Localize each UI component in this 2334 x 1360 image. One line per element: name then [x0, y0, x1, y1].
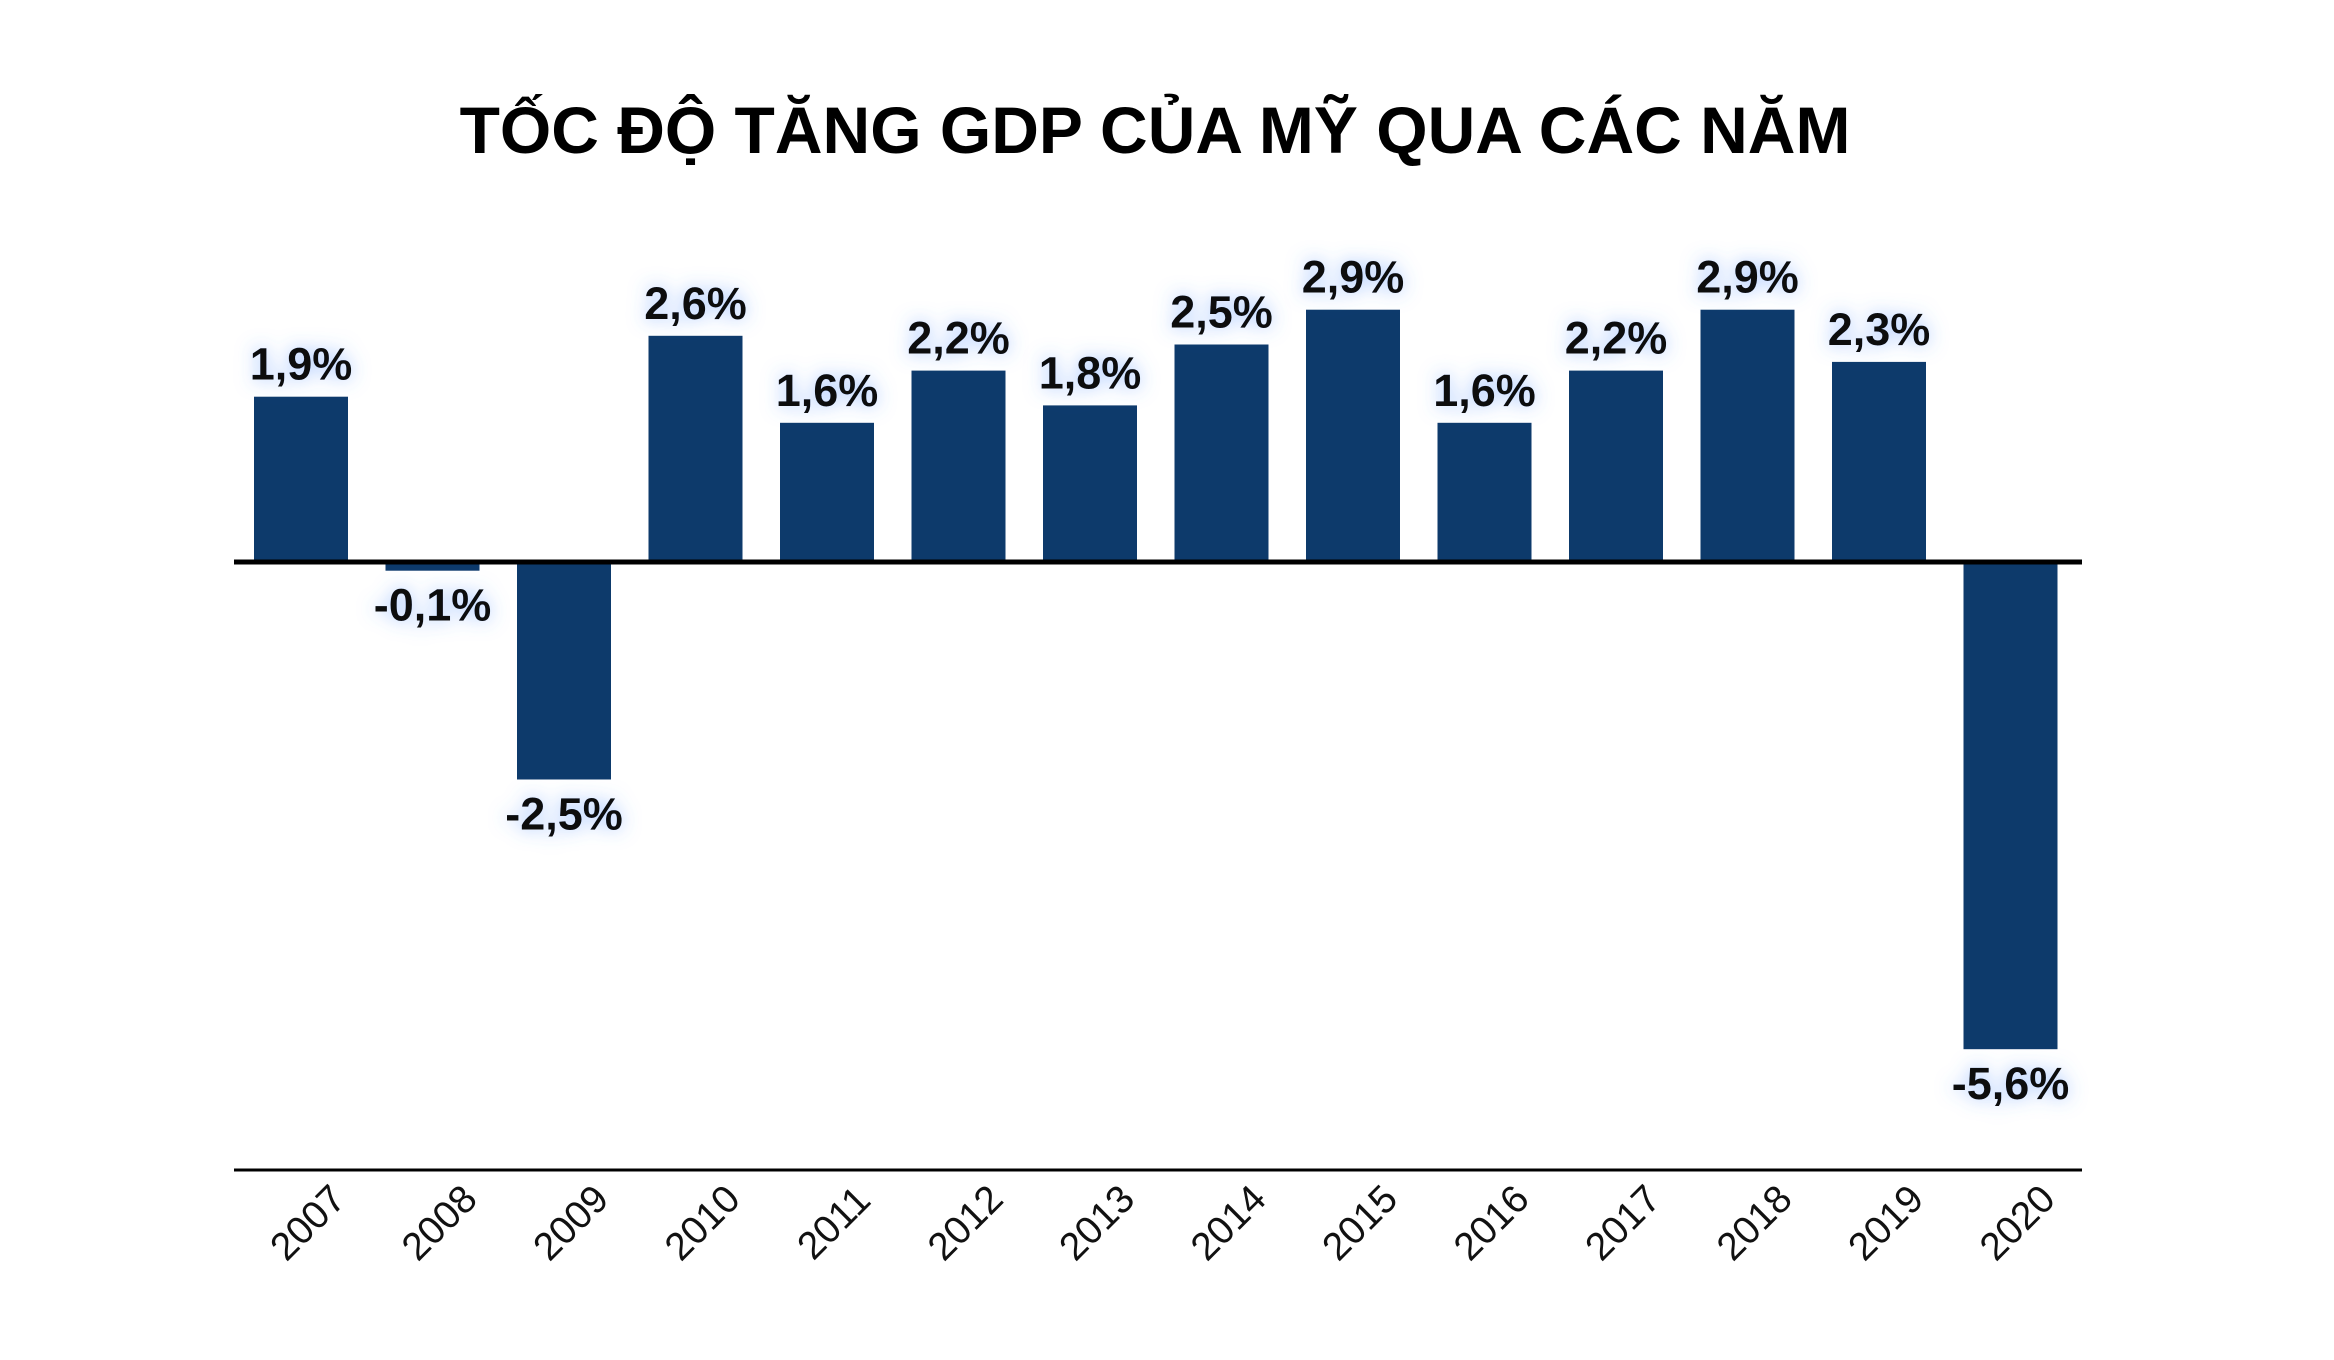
bar-2010	[648, 335, 743, 562]
x-tick-2020: 2020	[1972, 1177, 2064, 1269]
x-tick-2009: 2009	[525, 1177, 617, 1269]
x-tick-labels-layer: 2007 2008 2009 2010 2011 2012 2013 2014 2015 2016…	[262, 1177, 2063, 1269]
x-tick-2007: 2007	[262, 1177, 354, 1269]
x-tick-2013: 2013	[1051, 1177, 1143, 1269]
data-label-2020: -5,6%	[1952, 1058, 2070, 1109]
bar-2011	[780, 422, 874, 562]
x-tick-2014: 2014	[1183, 1177, 1275, 1269]
bar-2019	[1832, 361, 1926, 562]
data-label-2018: 2,9%	[1696, 252, 1799, 303]
x-tick-2010: 2010	[657, 1177, 749, 1269]
bar-2008	[385, 562, 480, 571]
x-tick-2015: 2015	[1314, 1177, 1406, 1269]
bar-2017	[1569, 370, 1663, 562]
data-label-2008: -0,1%	[374, 580, 492, 631]
x-tick-2018: 2018	[1709, 1177, 1801, 1269]
bar-2015	[1306, 309, 1400, 562]
x-tick-2011: 2011	[789, 1178, 879, 1268]
data-label-2011: 1,6%	[776, 365, 879, 416]
data-label-2016: 1,6%	[1433, 365, 1536, 416]
data-label-2012: 2,2%	[907, 313, 1010, 364]
data-label-2019: 2,3%	[1828, 304, 1931, 355]
bars-layer	[254, 309, 2058, 1050]
bar-2020	[1963, 562, 2058, 1050]
x-tick-2017: 2017	[1577, 1177, 1669, 1269]
bar-2009	[517, 562, 611, 780]
data-labels-layer: 1,9% -0,1% -2,5% 2,6% 1,6% 2,2% 1,8% 2,5% 2,9% 1,…	[250, 252, 2070, 1109]
data-label-2013: 1,8%	[1039, 347, 1142, 398]
data-label-2007: 1,9%	[250, 339, 353, 390]
x-tick-2019: 2019	[1840, 1177, 1932, 1269]
bar-2012	[911, 370, 1006, 562]
chart-title: TỐC ĐỘ TĂNG GDP CỦA MỸ QUA CÁC NĂM	[460, 93, 1851, 167]
data-label-2010: 2,6%	[644, 278, 747, 329]
x-tick-2012: 2012	[920, 1177, 1012, 1269]
data-label-2015: 2,9%	[1302, 252, 1405, 303]
data-label-2017: 2,2%	[1565, 313, 1668, 364]
x-tick-2016: 2016	[1446, 1177, 1538, 1269]
bar-2016	[1437, 422, 1532, 562]
data-label-2014: 2,5%	[1170, 287, 1273, 338]
bar-2007	[254, 396, 348, 562]
bar-2014	[1174, 344, 1269, 562]
x-tick-2008: 2008	[394, 1177, 486, 1269]
bar-2018	[1700, 309, 1795, 562]
bar-2013	[1043, 405, 1137, 562]
data-label-2009: -2,5%	[505, 789, 623, 840]
